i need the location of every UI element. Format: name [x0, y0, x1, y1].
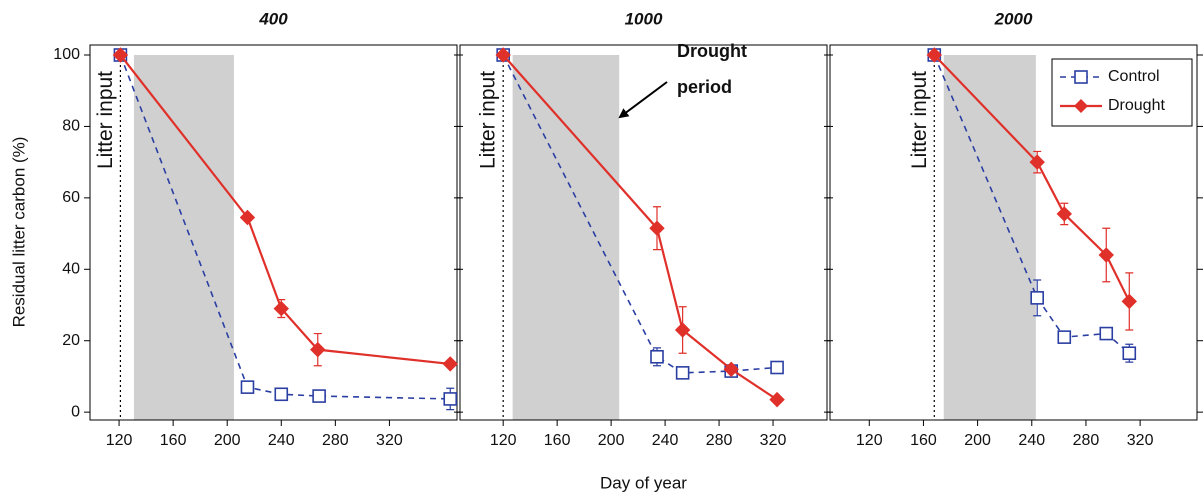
y-tick-label: 80 [62, 118, 80, 135]
x-tick-label: 280 [706, 432, 733, 449]
marker-diamond [273, 300, 289, 317]
drought-shade [512, 55, 620, 420]
marker-square [770, 360, 784, 375]
marker-diamond [1056, 206, 1072, 222]
litter-input-label: Litter input [94, 71, 117, 169]
litter-input-label: Litter input [477, 71, 500, 169]
x-tick-label: 320 [760, 432, 787, 449]
marker-square [1099, 326, 1114, 341]
y-tick-label: 20 [62, 332, 80, 349]
marker-square [650, 349, 664, 364]
x-tick-label: 200 [598, 432, 625, 449]
annotation-arrow [618, 81, 668, 119]
legend-marker [1074, 99, 1088, 113]
x-tick-label: 120 [106, 432, 133, 449]
x-tick-label: 240 [1018, 432, 1045, 449]
plot-frame [829, 44, 1198, 421]
marker-diamond [769, 391, 785, 408]
annotation-text: Drought [677, 41, 747, 61]
marker-square [274, 387, 289, 402]
legend-box [1051, 58, 1193, 127]
x-tick-label: 160 [910, 432, 937, 449]
annotation-text: period [677, 77, 732, 97]
marker-diamond [1121, 293, 1137, 310]
plot-frame [459, 44, 828, 421]
x-tick-label: 120 [856, 432, 883, 449]
marker-diamond [649, 220, 665, 236]
y-tick-label: 60 [62, 189, 80, 206]
x-tick-label: 160 [544, 432, 571, 449]
x-tick-label: 200 [964, 432, 991, 449]
legend-marker [1074, 70, 1088, 84]
plot-frame [89, 44, 458, 421]
x-axis-label: Day of year [600, 473, 687, 492]
marker-square [675, 366, 690, 380]
x-tick-label: 240 [268, 432, 295, 449]
marker-diamond [926, 47, 942, 63]
x-tick-label: 280 [1073, 432, 1100, 449]
panel-title: 1000 [625, 9, 663, 28]
drought-shade [943, 55, 1036, 420]
x-tick-label: 120 [490, 432, 517, 449]
x-tick-label: 160 [160, 432, 187, 449]
marker-diamond [239, 209, 256, 226]
panel-title: 2000 [994, 9, 1033, 28]
marker-square [312, 389, 326, 403]
marker-diamond [1029, 154, 1045, 170]
marker-square [443, 392, 458, 406]
legend-label: Drought [1108, 97, 1165, 114]
x-tick-label: 320 [376, 432, 403, 449]
marker-square [1030, 291, 1044, 305]
drought-shade [133, 55, 234, 420]
marker-diamond [310, 341, 326, 358]
litter-input-label: Litter input [908, 71, 931, 169]
marker-square [1057, 330, 1072, 344]
marker-square [1122, 346, 1137, 361]
marker-square [240, 380, 255, 394]
marker-diamond [1098, 247, 1114, 263]
x-tick-label: 280 [322, 432, 349, 449]
x-tick-label: 240 [652, 432, 679, 449]
y-tick-label: 40 [62, 261, 80, 278]
marker-diamond [442, 356, 458, 372]
marker-diamond [723, 361, 739, 377]
legend-label: Control [1108, 68, 1160, 85]
y-axis-label: Residual litter carbon (%) [9, 137, 28, 328]
y-tick-label: 0 [71, 403, 80, 420]
panel-title: 400 [258, 9, 288, 28]
x-tick-label: 200 [214, 432, 241, 449]
y-tick-label: 100 [53, 46, 80, 63]
marker-diamond [495, 47, 511, 63]
marker-diamond [112, 47, 129, 63]
x-tick-label: 320 [1127, 432, 1154, 449]
marker-diamond [674, 322, 691, 338]
